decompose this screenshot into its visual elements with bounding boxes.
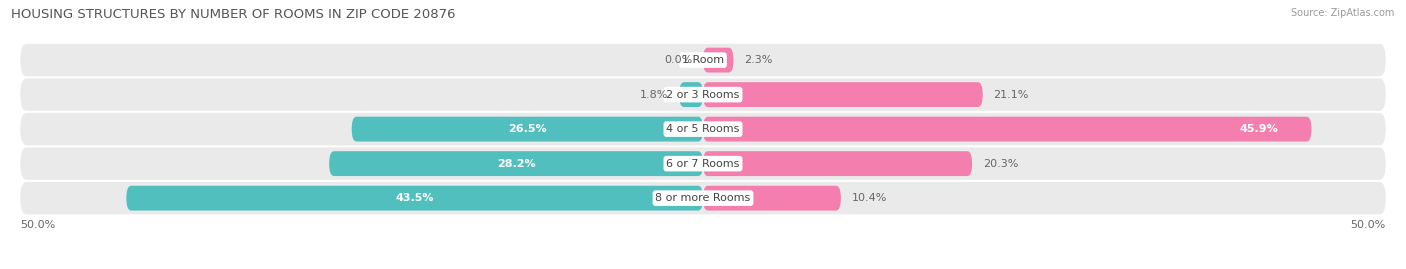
Text: 4 or 5 Rooms: 4 or 5 Rooms — [666, 124, 740, 134]
FancyBboxPatch shape — [329, 151, 703, 176]
Text: 21.1%: 21.1% — [993, 90, 1029, 100]
Text: 0.0%: 0.0% — [664, 55, 692, 65]
FancyBboxPatch shape — [20, 147, 1386, 180]
Text: Source: ZipAtlas.com: Source: ZipAtlas.com — [1291, 8, 1395, 18]
Text: 43.5%: 43.5% — [395, 193, 434, 203]
Text: 1.8%: 1.8% — [640, 90, 668, 100]
Text: HOUSING STRUCTURES BY NUMBER OF ROOMS IN ZIP CODE 20876: HOUSING STRUCTURES BY NUMBER OF ROOMS IN… — [11, 8, 456, 21]
Text: 10.4%: 10.4% — [852, 193, 887, 203]
FancyBboxPatch shape — [679, 82, 703, 107]
Text: 26.5%: 26.5% — [508, 124, 547, 134]
FancyBboxPatch shape — [703, 82, 983, 107]
FancyBboxPatch shape — [20, 113, 1386, 145]
FancyBboxPatch shape — [703, 117, 1312, 141]
FancyBboxPatch shape — [127, 186, 703, 211]
Text: 8 or more Rooms: 8 or more Rooms — [655, 193, 751, 203]
Text: 50.0%: 50.0% — [1351, 220, 1386, 229]
Text: 20.3%: 20.3% — [983, 159, 1018, 169]
FancyBboxPatch shape — [20, 78, 1386, 111]
Text: 1 Room: 1 Room — [682, 55, 724, 65]
FancyBboxPatch shape — [703, 151, 972, 176]
FancyBboxPatch shape — [20, 44, 1386, 76]
Text: 50.0%: 50.0% — [20, 220, 55, 229]
Text: 2 or 3 Rooms: 2 or 3 Rooms — [666, 90, 740, 100]
FancyBboxPatch shape — [352, 117, 703, 141]
FancyBboxPatch shape — [703, 48, 734, 73]
Text: 2.3%: 2.3% — [744, 55, 772, 65]
Text: 45.9%: 45.9% — [1240, 124, 1278, 134]
FancyBboxPatch shape — [703, 186, 841, 211]
Text: 6 or 7 Rooms: 6 or 7 Rooms — [666, 159, 740, 169]
Text: 28.2%: 28.2% — [496, 159, 536, 169]
FancyBboxPatch shape — [20, 182, 1386, 214]
